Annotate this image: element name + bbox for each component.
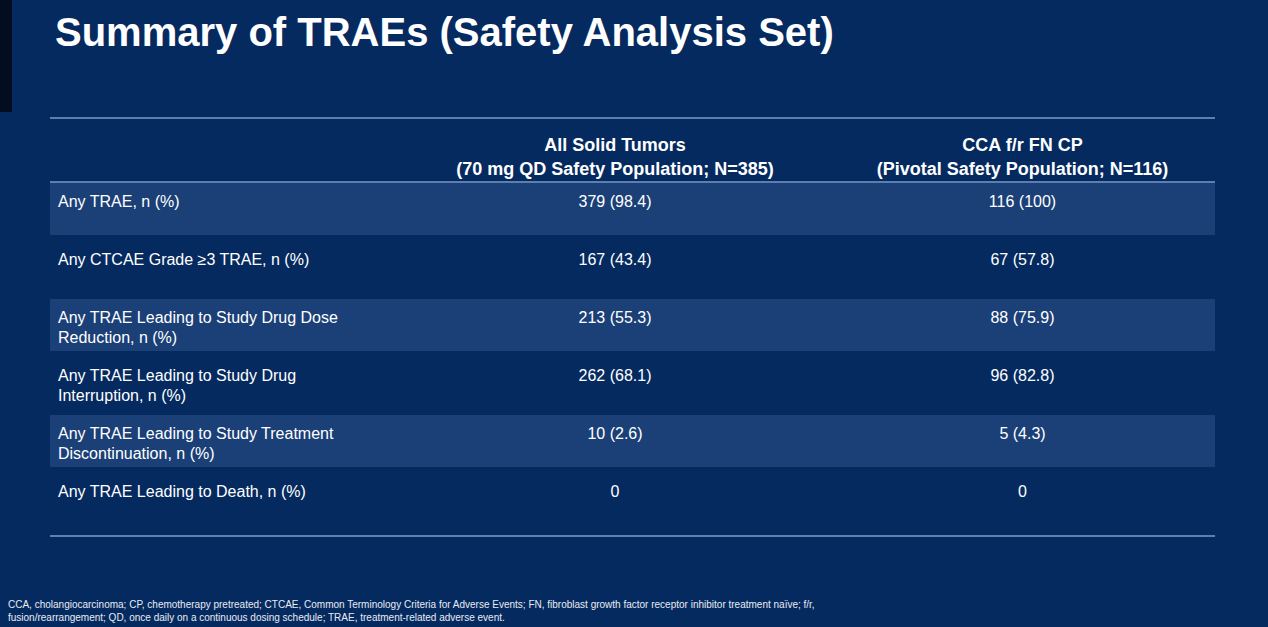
row-value-all-solid: 0	[400, 473, 830, 531]
row-value-all-solid: 10 (2.6)	[400, 415, 830, 473]
row-value-cca: 116 (100)	[830, 183, 1215, 241]
row-label-cell: Any TRAE, n (%)	[50, 183, 400, 241]
row-label: Any TRAE, n (%)	[58, 192, 180, 212]
row-label-cell: Any TRAE Leading to Study Drug Dose Redu…	[50, 299, 400, 357]
table-row: Any TRAE Leading to Study Treatment Disc…	[50, 415, 1215, 473]
header-spacer-cell	[50, 124, 400, 181]
table-row: Any CTCAE Grade ≥3 TRAE, n (%) 167 (43.4…	[50, 241, 1215, 299]
table-bottom-rule	[50, 535, 1215, 537]
table-row: Any TRAE Leading to Death, n (%) 0 0	[50, 473, 1215, 531]
trae-summary-table: All Solid Tumors (70 mg QD Safety Popula…	[50, 117, 1215, 537]
slide-title: Summary of TRAEs (Safety Analysis Set)	[55, 10, 834, 55]
row-label: Any TRAE Leading to Study Treatment Disc…	[58, 424, 358, 464]
column-header-cca-fr-fn-cp: CCA f/r FN CP (Pivotal Safety Population…	[830, 124, 1215, 181]
left-edge-shadow	[0, 0, 12, 112]
row-label: Any CTCAE Grade ≥3 TRAE, n (%)	[58, 250, 309, 270]
row-value-cca: 67 (57.8)	[830, 241, 1215, 299]
row-value-cca: 5 (4.3)	[830, 415, 1215, 473]
row-label-cell: Any CTCAE Grade ≥3 TRAE, n (%)	[50, 241, 400, 299]
row-value-all-solid: 167 (43.4)	[400, 241, 830, 299]
row-value-all-solid: 213 (55.3)	[400, 299, 830, 357]
table-row: Any TRAE, n (%) 379 (98.4) 116 (100)	[50, 183, 1215, 241]
column-header-all-solid-tumors: All Solid Tumors (70 mg QD Safety Popula…	[400, 124, 830, 181]
row-value-all-solid: 262 (68.1)	[400, 357, 830, 415]
row-value-cca: 88 (75.9)	[830, 299, 1215, 357]
row-label: Any TRAE Leading to Death, n (%)	[58, 482, 306, 502]
table-header-row: All Solid Tumors (70 mg QD Safety Popula…	[50, 119, 1215, 181]
column-header-line1: CCA f/r FN CP	[830, 133, 1215, 157]
table-row: Any TRAE Leading to Study Drug Dose Redu…	[50, 299, 1215, 357]
column-header-line1: All Solid Tumors	[400, 133, 830, 157]
row-label: Any TRAE Leading to Study Drug Interrupt…	[58, 366, 358, 406]
footnote-line2: fusion/rearrangement; QD, once daily on …	[8, 611, 1258, 624]
row-label-cell: Any TRAE Leading to Death, n (%)	[50, 473, 400, 531]
column-header-line2: (70 mg QD Safety Population; N=385)	[400, 157, 830, 181]
row-value-all-solid: 379 (98.4)	[400, 183, 830, 241]
row-value-cca: 96 (82.8)	[830, 357, 1215, 415]
row-value-cca: 0	[830, 473, 1215, 531]
footnote: CCA, cholangiocarcinoma; CP, chemotherap…	[8, 598, 1258, 624]
row-label: Any TRAE Leading to Study Drug Dose Redu…	[58, 308, 358, 348]
row-label-cell: Any TRAE Leading to Study Drug Interrupt…	[50, 357, 400, 415]
table-body: Any TRAE, n (%) 379 (98.4) 116 (100) Any…	[50, 183, 1215, 531]
row-label-cell: Any TRAE Leading to Study Treatment Disc…	[50, 415, 400, 473]
table-row: Any TRAE Leading to Study Drug Interrupt…	[50, 357, 1215, 415]
column-header-line2: (Pivotal Safety Population; N=116)	[830, 157, 1215, 181]
footnote-line1: CCA, cholangiocarcinoma; CP, chemotherap…	[8, 598, 1258, 611]
